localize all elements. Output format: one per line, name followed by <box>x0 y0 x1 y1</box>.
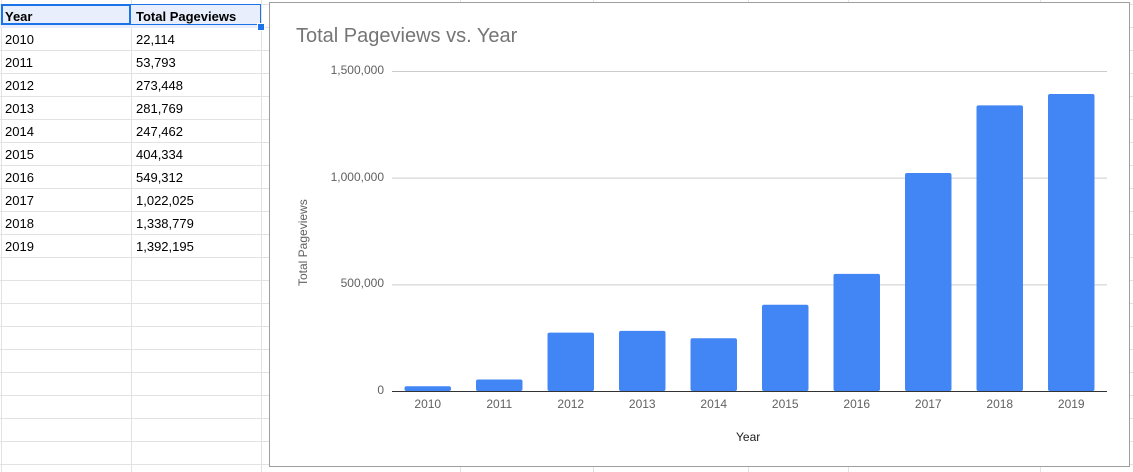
cell-total-pageviews[interactable]: 404,334 <box>136 147 183 162</box>
y-tick-label: 500,000 <box>340 276 384 291</box>
x-tick-label: 2010 <box>414 397 442 411</box>
chart-title: Total Pageviews vs. Year <box>296 25 518 47</box>
cell-total-pageviews[interactable]: 22,114 <box>136 32 175 47</box>
x-tick-label: 2017 <box>914 397 942 411</box>
range-selection <box>131 4 261 25</box>
table-row: 2014 247,462 <box>0 120 270 143</box>
x-tick-label: 2018 <box>986 397 1014 411</box>
table-row: 2012 273,448 <box>0 74 270 97</box>
table-row: 2010 22,114 <box>0 28 270 51</box>
y-tick-label: 1,500,000 <box>330 63 384 77</box>
table-row: 2018 1,338,779 <box>0 212 270 235</box>
header-row: Year Total Pageviews <box>0 5 270 28</box>
y-tick-label: 1,000,000 <box>330 169 384 184</box>
cell-total-pageviews[interactable]: 273,448 <box>136 78 183 93</box>
x-tick-label: 2011 <box>486 397 513 411</box>
y-axis-label: Total Pageviews <box>296 199 310 286</box>
x-tick-label: 2016 <box>843 397 871 411</box>
plot-area <box>392 71 1107 392</box>
bar-2010[interactable] <box>404 386 451 391</box>
cell-year[interactable]: 2017 <box>5 193 34 208</box>
cell-year[interactable]: 2016 <box>5 170 34 185</box>
cell-year[interactable]: 2010 <box>5 32 34 47</box>
y-tick-label: 0 <box>377 383 384 397</box>
cell-year[interactable]: 2018 <box>5 216 34 231</box>
chart-container[interactable]: Total Pageviews vs. Year Total Pageviews… <box>269 2 1130 467</box>
bar-2017[interactable] <box>905 172 952 391</box>
cell-total-pageviews[interactable]: 281,769 <box>136 101 183 116</box>
x-tick-label: 2012 <box>557 397 585 411</box>
bar-2019[interactable] <box>1048 93 1095 391</box>
x-tick-label: 2013 <box>628 397 656 411</box>
bar-2015[interactable] <box>762 304 809 391</box>
table-row: 2019 1,392,195 <box>0 235 270 258</box>
bar-2014[interactable] <box>690 338 737 391</box>
cell-total-pageviews[interactable]: 1,338,779 <box>136 216 194 231</box>
cell-total-pageviews[interactable]: 549,312 <box>136 170 183 185</box>
bar-2013[interactable] <box>619 330 666 391</box>
bar-2011[interactable] <box>476 379 523 391</box>
active-cell-selection <box>1 4 131 25</box>
cell-year[interactable]: 2012 <box>5 78 34 93</box>
bar-2016[interactable] <box>833 273 880 391</box>
x-axis-label: Year <box>736 430 761 444</box>
bar-2012[interactable] <box>547 332 594 391</box>
cell-year[interactable]: 2019 <box>5 239 34 254</box>
table-row: 2016 549,312 <box>0 166 270 189</box>
bar-2018[interactable] <box>976 105 1023 392</box>
cell-year[interactable]: 2015 <box>5 147 34 162</box>
cell-year[interactable]: 2014 <box>5 124 34 139</box>
cell-total-pageviews[interactable]: 247,462 <box>136 124 183 139</box>
table-row: 2017 1,022,025 <box>0 189 270 212</box>
table-row: 2015 404,334 <box>0 143 270 166</box>
cell-year[interactable]: 2013 <box>5 101 34 116</box>
cell-total-pageviews[interactable]: 1,022,025 <box>136 193 194 208</box>
table-row: 2011 53,793 <box>0 51 270 74</box>
cell-total-pageviews[interactable]: 53,793 <box>136 55 176 70</box>
cell-total-pageviews[interactable]: 1,392,195 <box>136 239 194 254</box>
x-tick-label: 2019 <box>1057 397 1085 411</box>
header-cell-total-pageviews[interactable]: Total Pageviews <box>131 5 261 28</box>
cell-year[interactable]: 2011 <box>5 55 33 70</box>
header-cell-year[interactable]: Year <box>0 5 131 28</box>
x-tick-label: 2014 <box>700 397 728 411</box>
x-tick-label: 2015 <box>771 397 799 411</box>
fill-handle[interactable] <box>257 23 265 31</box>
table-row: 2013 281,769 <box>0 97 270 120</box>
